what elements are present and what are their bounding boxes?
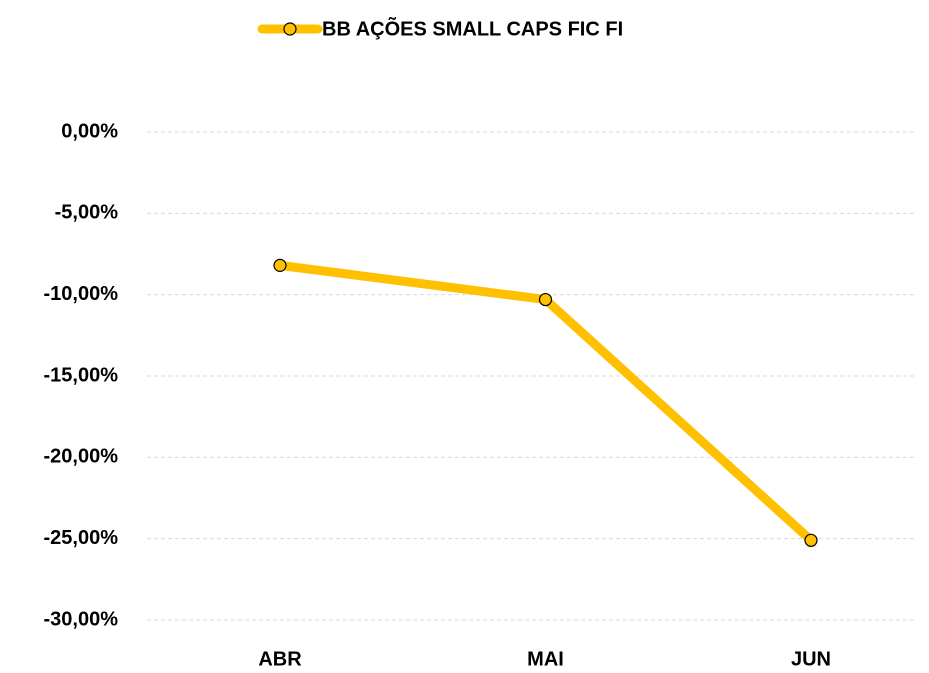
y-tick-label: -15,00% <box>44 364 119 386</box>
y-tick-label: -10,00% <box>44 283 119 305</box>
x-tick-label: ABR <box>258 648 302 670</box>
legend-label: BB AÇÕES SMALL CAPS FIC FI <box>322 16 623 40</box>
x-tick-label: MAI <box>527 648 564 670</box>
y-tick-label: 0,00% <box>61 120 118 142</box>
series-line <box>275 260 816 545</box>
legend-marker <box>283 22 297 36</box>
point-marker <box>804 533 818 547</box>
x-tick-label: JUN <box>791 648 831 670</box>
point-marker <box>538 292 553 307</box>
point-marker <box>273 258 287 272</box>
y-tick-label: -5,00% <box>55 202 119 224</box>
y-tick-label: -20,00% <box>44 446 119 468</box>
y-tick-label: -30,00% <box>44 608 119 630</box>
y-tick-label: -25,00% <box>44 527 119 549</box>
